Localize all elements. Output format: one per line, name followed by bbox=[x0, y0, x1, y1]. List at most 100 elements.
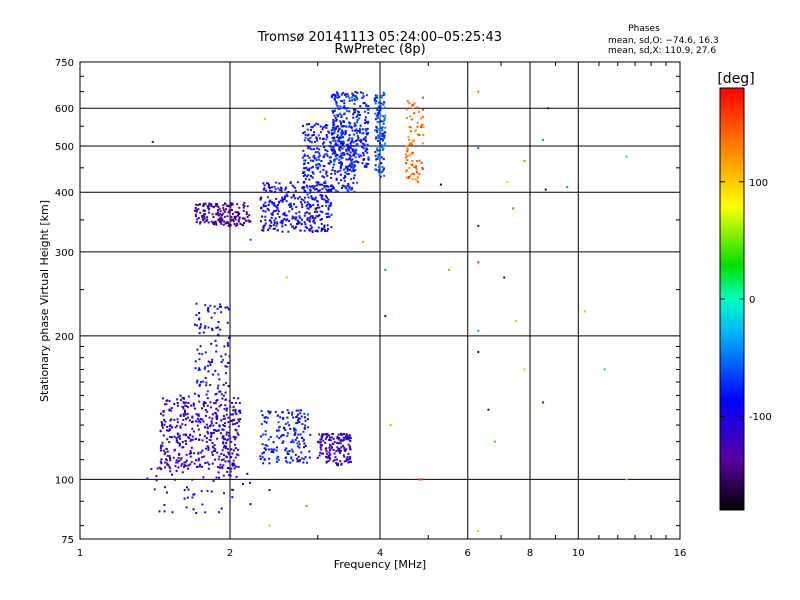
data-point bbox=[294, 218, 297, 221]
data-point bbox=[325, 450, 328, 453]
data-point bbox=[405, 145, 408, 148]
data-point bbox=[378, 105, 381, 108]
data-point bbox=[303, 181, 306, 184]
data-point bbox=[235, 429, 238, 432]
data-point bbox=[330, 202, 333, 205]
grid-lines bbox=[80, 62, 680, 539]
data-point bbox=[204, 304, 207, 307]
data-point bbox=[374, 112, 377, 115]
data-point bbox=[477, 224, 480, 227]
data-point bbox=[334, 172, 337, 175]
data-point bbox=[323, 141, 326, 144]
data-point bbox=[281, 200, 284, 203]
data-point bbox=[201, 216, 204, 219]
data-point bbox=[379, 108, 382, 111]
data-point bbox=[212, 446, 215, 449]
data-point bbox=[180, 399, 182, 402]
data-point bbox=[327, 207, 330, 209]
data-point bbox=[362, 158, 365, 161]
data-point bbox=[313, 124, 316, 127]
data-point bbox=[291, 411, 294, 414]
data-point bbox=[316, 206, 319, 209]
data-point bbox=[316, 200, 319, 203]
data-point bbox=[324, 230, 326, 232]
data-point bbox=[275, 205, 278, 208]
data-point bbox=[165, 400, 168, 402]
data-point bbox=[367, 112, 370, 114]
data-point bbox=[333, 144, 336, 147]
data-point bbox=[203, 213, 205, 216]
data-point bbox=[375, 129, 378, 132]
data-point bbox=[330, 148, 333, 151]
data-point bbox=[325, 170, 328, 173]
data-point bbox=[181, 462, 184, 465]
data-point bbox=[221, 397, 224, 400]
data-point bbox=[326, 124, 329, 127]
data-point bbox=[191, 415, 194, 418]
data-point bbox=[295, 422, 298, 425]
data-point bbox=[237, 220, 240, 223]
data-point bbox=[287, 411, 290, 414]
data-point bbox=[238, 206, 241, 209]
data-point bbox=[308, 156, 311, 159]
data-point bbox=[220, 361, 223, 363]
data-point bbox=[297, 197, 299, 200]
data-point bbox=[189, 439, 192, 442]
data-point bbox=[319, 183, 322, 186]
data-point bbox=[313, 221, 316, 224]
data-point bbox=[173, 435, 176, 438]
data-point bbox=[380, 120, 383, 123]
data-point bbox=[242, 203, 245, 206]
data-point bbox=[164, 486, 166, 489]
data-point bbox=[194, 367, 197, 370]
data-point bbox=[277, 455, 280, 458]
data-point bbox=[295, 225, 297, 228]
data-point bbox=[231, 203, 234, 206]
data-point bbox=[337, 442, 340, 445]
data-point bbox=[345, 187, 348, 190]
data-point bbox=[268, 184, 270, 187]
data-point bbox=[346, 109, 349, 112]
data-point bbox=[179, 458, 182, 461]
data-point bbox=[354, 109, 357, 112]
data-point bbox=[315, 229, 318, 232]
data-point bbox=[261, 452, 264, 455]
data-point bbox=[235, 465, 238, 468]
data-point bbox=[237, 397, 240, 400]
data-point bbox=[365, 147, 368, 150]
data-point bbox=[286, 435, 289, 437]
data-point bbox=[293, 216, 296, 219]
data-point bbox=[236, 432, 239, 435]
data-point bbox=[202, 403, 205, 406]
data-point bbox=[359, 105, 362, 108]
data-point bbox=[382, 157, 385, 160]
data-point bbox=[205, 441, 208, 443]
data-point bbox=[175, 439, 178, 442]
data-point bbox=[314, 157, 317, 160]
data-point bbox=[417, 181, 420, 184]
data-point bbox=[298, 443, 301, 446]
data-point bbox=[333, 440, 336, 443]
data-point bbox=[176, 421, 179, 424]
data-point bbox=[329, 458, 332, 461]
data-point bbox=[222, 212, 225, 215]
data-point bbox=[175, 424, 178, 427]
data-point bbox=[625, 478, 628, 481]
data-point bbox=[162, 410, 165, 412]
data-point bbox=[175, 437, 178, 439]
data-point bbox=[324, 180, 327, 183]
data-point bbox=[410, 118, 413, 121]
data-point bbox=[285, 447, 288, 450]
data-point bbox=[326, 136, 329, 139]
data-point bbox=[381, 102, 384, 105]
data-point bbox=[363, 165, 366, 168]
data-point bbox=[324, 437, 327, 440]
data-point bbox=[275, 181, 278, 184]
data-point bbox=[181, 441, 184, 444]
data-point bbox=[291, 184, 294, 187]
data-point bbox=[416, 121, 419, 124]
data-point bbox=[277, 201, 280, 204]
data-point bbox=[234, 443, 237, 446]
data-point bbox=[382, 168, 385, 171]
data-point bbox=[332, 166, 334, 169]
